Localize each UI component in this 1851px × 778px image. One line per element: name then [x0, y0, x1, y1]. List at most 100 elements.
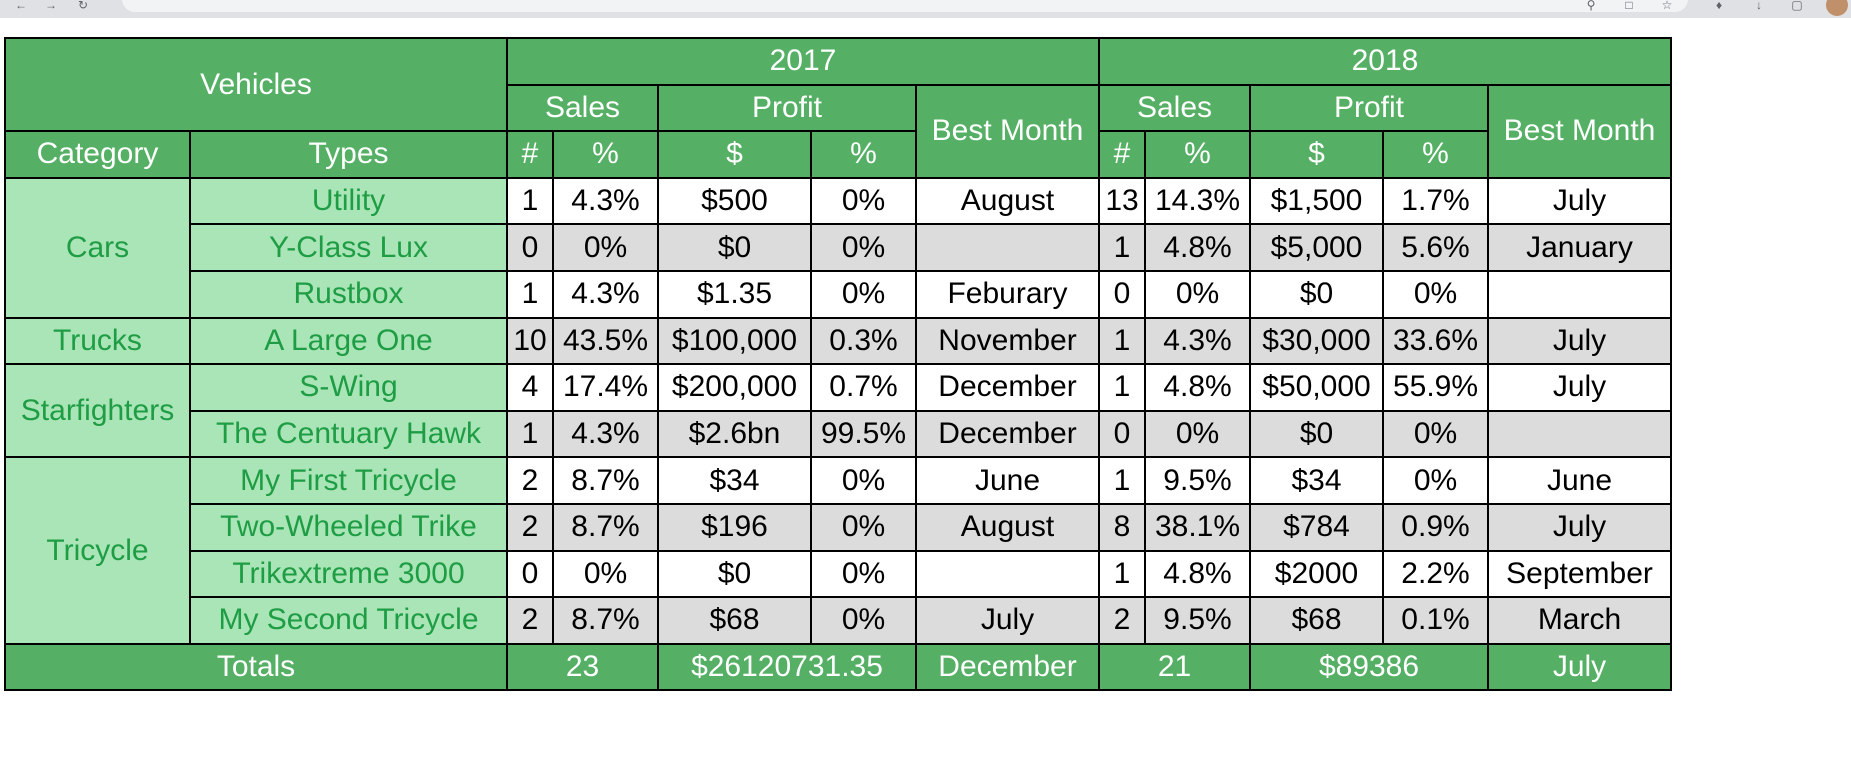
- profit-dollar-2017-cell: $196: [657, 502, 812, 552]
- types-header: Types: [189, 130, 508, 179]
- download-icon[interactable]: ↓: [1756, 0, 1762, 12]
- profit-pct-2017-cell: 0%: [810, 456, 917, 505]
- best-month-2017-header: Best Month: [915, 83, 1100, 179]
- sales-pct-2018-cell: 14.3%: [1144, 176, 1251, 226]
- profit-pct-2017-cell: 0%: [810, 596, 917, 645]
- table-row: Rustbox 1 4.3% $1.35 0% Feburary 0 0% $0 0%: [5, 269, 1672, 319]
- sales-pct-2017-cell: 43.5%: [552, 316, 659, 366]
- sales-pct-2018-cell: 9.5%: [1144, 456, 1251, 505]
- forward-icon[interactable]: →: [45, 0, 57, 12]
- totals-profit-2018: $89386: [1249, 642, 1489, 692]
- sales-count-2017-cell: 2: [506, 596, 554, 645]
- sales-pct-2017-cell: 8.7%: [552, 596, 659, 645]
- sales-count-2017-cell: 0: [506, 223, 554, 272]
- sales-pct-2017-cell: 8.7%: [552, 502, 659, 552]
- profit-dollar-2017-cell: $500: [657, 176, 812, 226]
- profit-pct-2018-header: %: [1382, 130, 1489, 179]
- profit-pct-2017-header: %: [810, 130, 917, 179]
- profit-pct-2018-cell: 0%: [1382, 456, 1489, 505]
- sales-pct-2018-cell: 9.5%: [1144, 596, 1251, 645]
- sidepanel-icon[interactable]: ▢: [1791, 0, 1803, 12]
- sales-pct-2018-cell: 4.8%: [1144, 223, 1251, 272]
- best-month-2017-cell: August: [915, 502, 1100, 552]
- bookmark-star-icon[interactable]: ☆: [1661, 0, 1673, 12]
- back-icon[interactable]: ←: [15, 0, 27, 12]
- profit-dollar-2018-cell: $1,500: [1249, 176, 1384, 226]
- table-row: Two-Wheeled Trike 2 8.7% $196 0% August 8 38.1%…: [5, 502, 1672, 552]
- best-month-2017-cell: [915, 223, 1100, 272]
- sales-pct-2018-header: %: [1144, 130, 1251, 179]
- url-text: 127.0.0.1:5501/htmltest50-09.html: [162, 0, 359, 4]
- profit-dollar-2018-cell: $0: [1249, 409, 1384, 459]
- profit-pct-2018-cell: 0%: [1382, 409, 1489, 459]
- profit-dollar-2017-cell: $68: [657, 596, 812, 645]
- profit-pct-2018-cell: 1.7%: [1382, 176, 1489, 226]
- type-cell: A Large One: [189, 316, 508, 366]
- sales-pct-2018-cell: 0%: [1144, 269, 1251, 319]
- profit-pct-2018-cell: 0.9%: [1382, 502, 1489, 552]
- profit-dollar-2017-cell: $34: [657, 456, 812, 505]
- profit-dollar-2018-cell: $50,000: [1249, 363, 1384, 412]
- category-header: Category: [4, 130, 191, 179]
- profit-dollar-2018-cell: $34: [1249, 456, 1384, 505]
- type-cell: Trikextreme 3000: [189, 549, 508, 599]
- profit-pct-2018-cell: 0%: [1382, 269, 1489, 319]
- sales-pct-2018-cell: 0%: [1144, 409, 1251, 459]
- best-month-2017-cell: August: [915, 176, 1100, 226]
- profit-dollar-2018-header: $: [1249, 130, 1384, 179]
- best-month-2018-cell: July: [1487, 316, 1672, 366]
- sales-pct-2017-cell: 4.3%: [552, 409, 659, 459]
- best-month-2017-cell: July: [915, 596, 1100, 645]
- profit-dollar-2017-cell: $200,000: [657, 363, 812, 412]
- type-cell: My Second Tricycle: [189, 596, 508, 645]
- install-icon[interactable]: □: [1625, 0, 1633, 12]
- totals-label: Totals: [4, 642, 508, 692]
- best-month-2018-cell: July: [1487, 502, 1672, 552]
- profit-pct-2018-cell: 0.1%: [1382, 596, 1489, 645]
- profit-pct-2017-cell: 0.7%: [810, 363, 917, 412]
- profile-avatar[interactable]: [1826, 0, 1848, 16]
- profit-pct-2018-cell: 55.9%: [1382, 363, 1489, 412]
- profit-pct-2017-cell: 99.5%: [810, 409, 917, 459]
- profit-pct-2017-cell: 0%: [810, 176, 917, 226]
- profit-pct-2017-cell: 0%: [810, 269, 917, 319]
- profit-pct-2018-cell: 5.6%: [1382, 223, 1489, 272]
- category-cell-cars: Cars: [4, 176, 191, 319]
- reload-icon[interactable]: ↻: [77, 0, 89, 12]
- sales-pct-2018-cell: 4.3%: [1144, 316, 1251, 366]
- sales-pct-2018-cell: 4.8%: [1144, 363, 1251, 412]
- profit-dollar-2017-cell: $2.6bn: [657, 409, 812, 459]
- sales-count-2017-cell: 1: [506, 176, 554, 226]
- best-month-2018-cell: January: [1487, 223, 1672, 272]
- sales-count-2018-cell: 0: [1098, 409, 1146, 459]
- sales-pct-2017-cell: 17.4%: [552, 363, 659, 412]
- sales-pct-2017-cell: 0%: [552, 223, 659, 272]
- type-cell: Rustbox: [189, 269, 508, 319]
- zoom-icon[interactable]: ⚲: [1586, 0, 1596, 12]
- table-row: The Centuary Hawk 1 4.3% $2.6bn 99.5% Decembe…: [5, 409, 1672, 459]
- best-month-2017-cell: November: [915, 316, 1100, 366]
- sales-pct-2017-header: %: [552, 130, 659, 179]
- sales-2017-header: Sales: [506, 83, 659, 133]
- table-row: Cars Utility 1 4.3% $500 0% August 13 14.3% $1,50…: [4, 176, 1672, 319]
- sales-count-2017-header: #: [506, 130, 554, 179]
- type-cell: The Centuary Hawk: [189, 409, 508, 459]
- browser-toolbar: ← → ↻ 127.0.0.1:5501/htmltest50-09.html …: [0, 0, 1851, 18]
- table-row: My Second Tricycle 2 8.7% $68 0% July 2 9.5% $68…: [5, 596, 1672, 645]
- best-month-2018-cell: June: [1487, 456, 1672, 505]
- best-month-2017-cell: Feburary: [915, 269, 1100, 319]
- best-month-2017-cell: [915, 549, 1100, 599]
- extensions-icon[interactable]: ♦: [1715, 0, 1723, 12]
- best-month-2017-cell: December: [915, 363, 1100, 412]
- address-bar[interactable]: 127.0.0.1:5501/htmltest50-09.html: [122, 0, 1688, 12]
- table-row: Y-Class Lux 0 0% $0 0% 1 4.8% $5,000 5.6% January: [5, 223, 1672, 272]
- profit-pct-2017-cell: 0%: [810, 502, 917, 552]
- vehicles-header: Vehicles: [4, 36, 508, 133]
- profit-2017-header: Profit: [657, 83, 917, 133]
- sales-count-2018-cell: 0: [1098, 269, 1146, 319]
- best-month-2017-cell: June: [915, 456, 1100, 505]
- profit-dollar-2017-cell: $0: [657, 549, 812, 599]
- table-row: Starfighters S-Wing 4 17.4% $200,000 0.7% Dece…: [4, 363, 1672, 459]
- vehicle-sales-table: Vehicles 2017 2018 Sales Profit Best Mon…: [4, 36, 1672, 692]
- type-cell: Two-Wheeled Trike: [189, 502, 508, 552]
